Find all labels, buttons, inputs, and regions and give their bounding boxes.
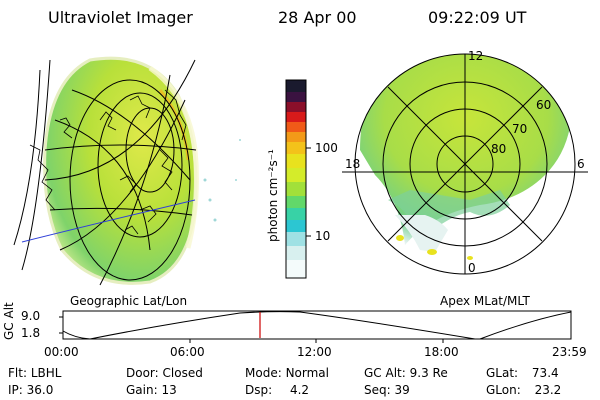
polar-label-18: 18 <box>345 157 360 171</box>
status-label: Flt: <box>8 366 27 380</box>
status-value: 4.2 <box>289 383 310 397</box>
observation-date: 28 Apr 00 <box>278 8 357 27</box>
colorbar-unit-label: photon cm⁻²s⁻¹ <box>266 149 280 242</box>
status-mode: Mode: Normal <box>245 366 329 380</box>
instrument-title: Ultraviolet Imager <box>48 8 193 27</box>
status-filter: Flt: LBHL <box>8 366 61 380</box>
status-label: GLat: <box>486 366 519 380</box>
earth-globe <box>13 56 241 286</box>
status-value: 73.4 <box>531 366 559 380</box>
polar-label-80: 80 <box>491 142 506 156</box>
status-label: Door: <box>126 366 159 380</box>
status-label: IP: <box>8 383 23 397</box>
polar-label-70: 70 <box>512 122 527 136</box>
status-label: Dsp: <box>245 383 273 397</box>
colorbar-tick-100: 100 <box>315 141 338 155</box>
observation-time: 09:22:09 UT <box>428 8 527 27</box>
status-ip: IP: 36.0 <box>8 383 53 397</box>
timeline-x-tick-1200: 12:00 <box>297 345 332 359</box>
status-label: GC Alt: <box>364 366 406 380</box>
timeline-x-tick-0000: 00:00 <box>44 345 79 359</box>
polar-label-12: 12 <box>468 49 483 63</box>
status-label: Mode: <box>245 366 282 380</box>
status-glat: GLat: 73.4 <box>486 366 559 380</box>
status-label: Seq: <box>364 383 391 397</box>
status-value: LBHL <box>30 366 62 380</box>
status-value: 39 <box>394 383 410 397</box>
colorbar <box>285 79 311 279</box>
status-value: 13 <box>161 383 177 397</box>
colorbar-tick-10: 10 <box>315 229 331 243</box>
timeline-y-tick-1-8: 1.8 <box>21 326 41 340</box>
timeline-x-tick-1800: 18:00 <box>424 345 459 359</box>
apex-caption: Apex MLat/MLT <box>440 294 530 308</box>
status-label: GLon: <box>486 383 521 397</box>
polar-label-6: 6 <box>577 157 585 171</box>
altitude-timeline <box>59 310 572 343</box>
geographic-caption: Geographic Lat/Lon <box>70 294 188 308</box>
polar-label-0: 0 <box>468 261 476 275</box>
status-gain: Gain: 13 <box>126 383 177 397</box>
timeline-y-tick-9: 9.0 <box>21 309 41 323</box>
timeline-x-tick-2359: 23:59 <box>552 345 587 359</box>
status-seq: Seq: 39 <box>364 383 410 397</box>
status-glon: GLon: 23.2 <box>486 383 561 397</box>
timeline-y-label: GC Alt <box>2 302 16 340</box>
polar-image-panel: 12 0 18 6 60 70 80 <box>342 49 588 275</box>
status-dsp: Dsp: 4.2 <box>245 383 309 397</box>
status-label: Gain: <box>126 383 158 397</box>
timeline-x-tick-0600: 06:00 <box>170 345 205 359</box>
status-value: Closed <box>162 366 203 380</box>
status-value: 23.2 <box>534 383 562 397</box>
status-value: 9.3 Re <box>409 366 448 380</box>
status-value: Normal <box>285 366 329 380</box>
status-door: Door: Closed <box>126 366 203 380</box>
status-value: 36.0 <box>26 383 54 397</box>
polar-label-60: 60 <box>536 98 551 112</box>
status-gc-alt: GC Alt: 9.3 Re <box>364 366 448 380</box>
